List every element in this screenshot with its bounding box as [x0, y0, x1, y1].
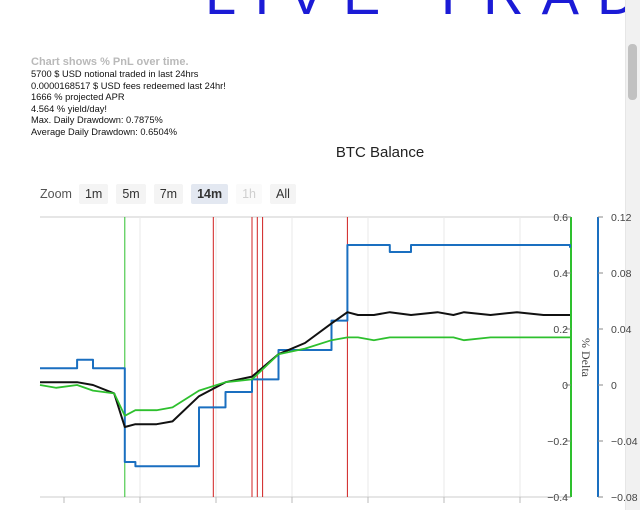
y-left-tick-label: −0.2 [547, 436, 568, 448]
series-line-0 [40, 244, 571, 468]
zoom-label: Zoom [40, 187, 72, 201]
fees-redeemed: 0.0000168517 $ USD fees redeemed last 24… [31, 80, 226, 91]
scrollbar-thumb[interactable] [628, 44, 637, 100]
notional-traded: 5700 $ USD notional traded in last 24hrs [31, 69, 199, 79]
y-right-tick-label: 0 [611, 380, 617, 392]
projected-apr: 1666 % projected APR [31, 92, 125, 102]
y-right-tick-label: 0.08 [611, 268, 632, 280]
chart-title: BTC Balance [335, 144, 425, 161]
avg-drawdown: Average Daily Drawdown: 0.6504% [31, 126, 178, 137]
y-left-tick-label: 0 [562, 380, 568, 392]
banner: LIVE TRADE [0, 0, 640, 22]
y-right-tick-label: 0.04 [611, 324, 632, 336]
y-left-tick-label: −0.4 [547, 492, 568, 504]
y-right-tick-label: −0.04 [611, 436, 638, 448]
zoom-7m-button[interactable]: 7m [153, 184, 184, 204]
zoom-5m-button[interactable]: 5m [116, 184, 146, 204]
zoom-1h-button: 1h [236, 184, 263, 204]
y-right-tick-label: 0.12 [611, 212, 632, 224]
chart-hint: Chart shows % PnL over time. [31, 56, 189, 68]
y-left-tick-label: 0.4 [553, 268, 568, 280]
max-drawdown: Max. Daily Drawdown: 0.7875% [31, 115, 163, 125]
zoom-14m-button[interactable]: 14m [191, 184, 229, 204]
zoom-all-button[interactable]: All [270, 184, 296, 204]
series-line-1 [40, 311, 570, 428]
stats-panel: Chart shows % PnL over time. 5700 $ USD … [31, 56, 226, 138]
page-scrollbar[interactable] [625, 0, 640, 510]
daily-yield: 4.564 % yield/day! [31, 103, 107, 114]
y-right-tick-label: −0.08 [611, 492, 638, 504]
y-left-tick-label: 0.6 [553, 212, 568, 224]
y-left-tick-label: 0.2 [553, 324, 568, 336]
series-line-2 [39, 336, 570, 417]
y-axis-right-title: % Delta [579, 338, 593, 378]
banner-title: LIVE TRADE [205, 0, 640, 22]
zoom-1m-button[interactable]: 1m [78, 184, 109, 204]
zoom-bar: Zoom 1m 5m 7m 14m 1h All [40, 184, 304, 204]
